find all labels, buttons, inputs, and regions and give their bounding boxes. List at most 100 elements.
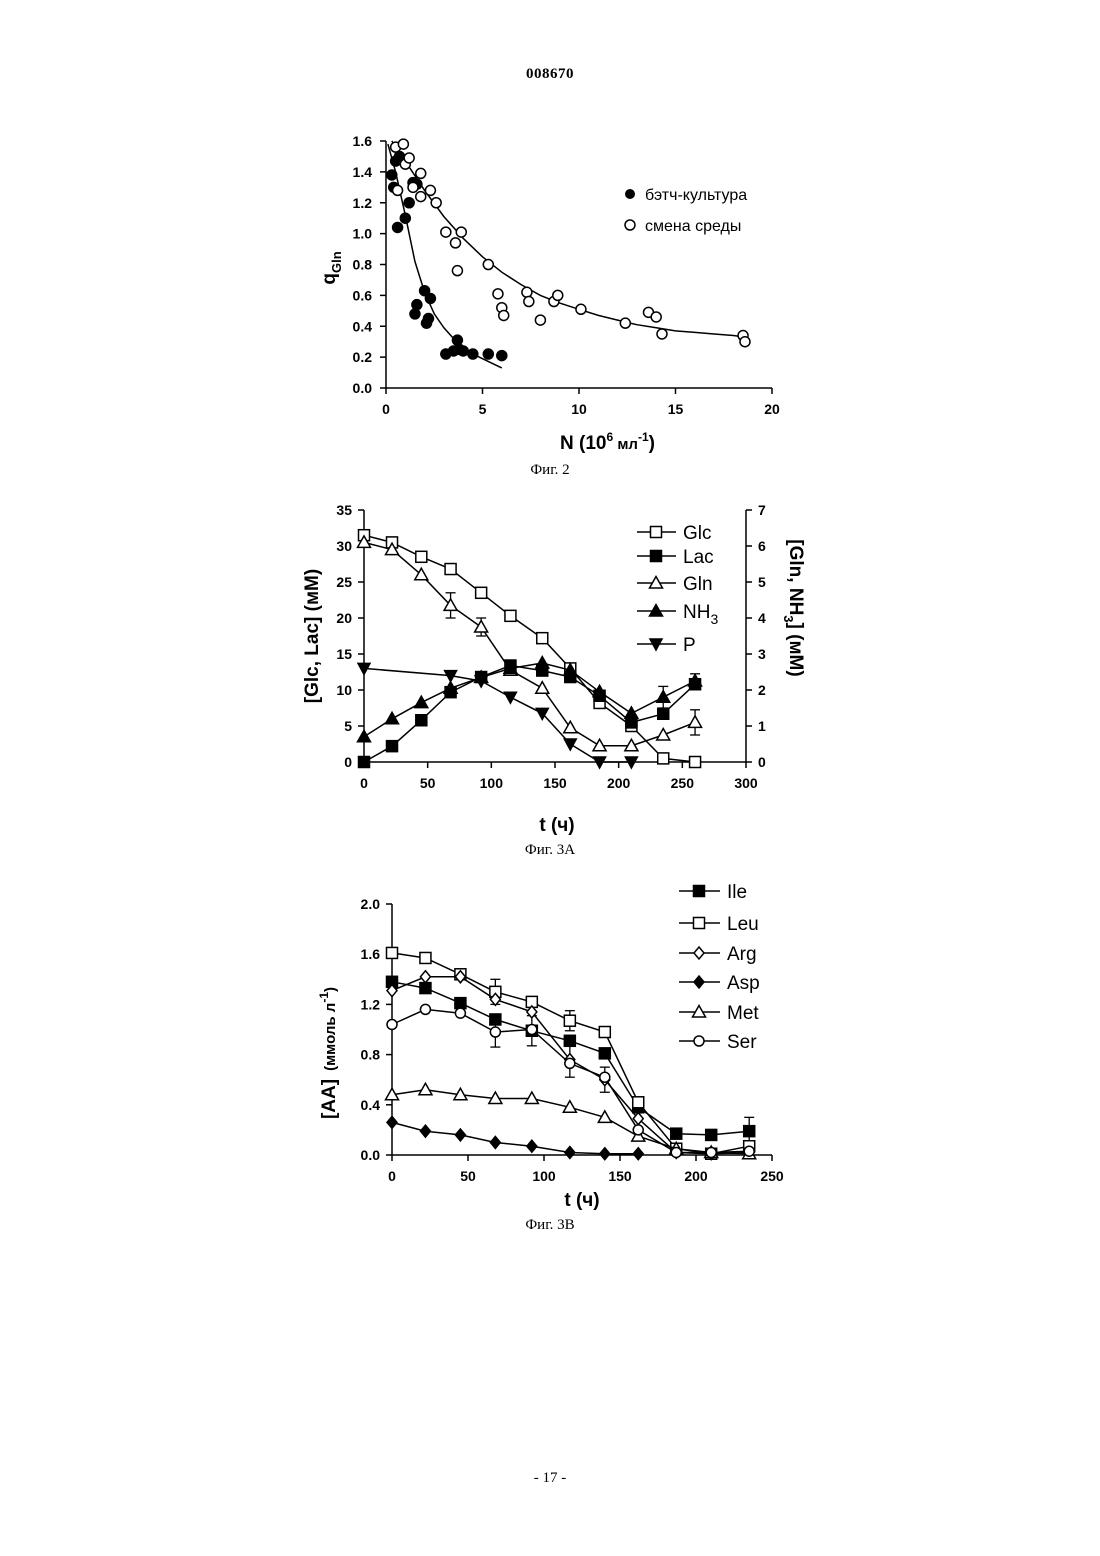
- fig2-point-1: [452, 266, 462, 276]
- fig2-x-tick-label: 5: [479, 401, 487, 417]
- fig3a-point-lac: [359, 757, 370, 768]
- fig2-point-0: [468, 349, 478, 359]
- fig3b-legend-arg: Arg: [727, 944, 757, 965]
- fig3a-line-p: [364, 668, 631, 762]
- fig3b-point-ile: [744, 1126, 755, 1137]
- fig3b-legend-marker-arg: [694, 947, 704, 959]
- fig3b-y-tick-label: 0.4: [361, 1097, 381, 1113]
- fig3a-point-nh3: [536, 657, 549, 669]
- fig3a-point-nh3: [386, 712, 399, 724]
- fig3a-point-lac: [658, 708, 669, 719]
- fig3b-y-tick-label: 0.8: [361, 1047, 381, 1063]
- fig2-y-tick-label: 0.0: [353, 380, 373, 396]
- fig3b-legend-marker-ser: [694, 1036, 704, 1046]
- fig3b-legend-marker-ile: [694, 886, 705, 897]
- fig3b-point-ile: [706, 1129, 717, 1140]
- fig2-point-1: [553, 290, 563, 300]
- fig3a-y-tick-label-left: 35: [336, 502, 352, 518]
- fig3a-x-tick-label: 250: [671, 775, 695, 791]
- fig3a-y-tick-label-left: 20: [336, 610, 352, 626]
- fig3a-ticks: 0501001502002503000510152025303501234567: [336, 502, 766, 791]
- fig3a-y-tick-label-left: 5: [344, 718, 352, 734]
- fig3a-legend: Glc Lac Gln NH3 P: [637, 523, 718, 656]
- fig3b-point-ser: [455, 1008, 465, 1018]
- fig2-point-0: [404, 198, 414, 208]
- fig2-point-1: [398, 139, 408, 149]
- fig2-point-1: [524, 297, 534, 307]
- fig3a-point-p: [564, 739, 576, 750]
- fig2-point-1: [483, 260, 493, 270]
- fig3b-point-asp: [633, 1148, 643, 1160]
- fig3a-x-tick-label: 200: [607, 775, 631, 791]
- fig3b-legend-marker-asp: [694, 976, 704, 988]
- fig2-point-1: [493, 289, 503, 299]
- fig3a-point-nh3: [657, 691, 670, 703]
- fig2-x-tick-label: 15: [668, 401, 684, 417]
- fig3a-point-glc: [445, 564, 456, 575]
- fig3b-point-leu: [420, 952, 431, 963]
- fig2-x-tick-label: 10: [571, 401, 587, 417]
- fig2-point-0: [400, 213, 410, 223]
- fig3b-point-leu: [564, 1015, 575, 1026]
- fig2-legend-marker-medium: [625, 220, 635, 230]
- fig3a-y-tick-label-right: 2: [758, 682, 766, 698]
- fig2-fit-line-1: [392, 141, 745, 337]
- fig2-legend-batch: бэтч-культура: [645, 187, 747, 204]
- fig2-point-0: [412, 300, 422, 310]
- fig3a-y-tick-label-left: 25: [336, 574, 352, 590]
- fig2-y-label: qGln: [319, 251, 344, 284]
- fig3b-point-ser: [490, 1027, 500, 1037]
- fig2-point-1: [657, 329, 667, 339]
- fig2-point-0: [387, 170, 397, 180]
- fig3b-point-ser: [671, 1147, 681, 1157]
- fig3a-line-lac: [364, 666, 695, 763]
- fig3a-x-label: t (ч): [539, 815, 574, 836]
- fig2-legend-marker-batch: [625, 189, 635, 199]
- fig2-point-1: [522, 287, 532, 297]
- fig2-y-tick-label: 1.4: [353, 164, 373, 180]
- fig3b-point-ser: [387, 1019, 397, 1029]
- fig3a-y-label-right: [Gln, NH3] (мМ): [781, 539, 806, 676]
- fig2-point-1: [651, 312, 661, 322]
- fig3b-y-tick-label: 2.0: [361, 896, 381, 912]
- fig3a-point-gln: [564, 721, 577, 733]
- fig2-legend: бэтч-культура смена среды: [625, 187, 747, 235]
- fig2-chart: 051015200.00.20.40.60.81.01.21.41.6 qGln…: [0, 120, 1100, 465]
- fig2-legend-medium: смена среды: [645, 218, 741, 235]
- fig3a-legend-gln: Gln: [683, 574, 713, 595]
- fig2-caption: Фиг. 2: [0, 462, 1100, 479]
- fig3b-point-asp: [490, 1136, 500, 1148]
- page-header-number: 008670: [0, 66, 1100, 83]
- fig3a-point-glc: [505, 610, 516, 621]
- fig3b-legend-ser: Ser: [727, 1032, 757, 1053]
- fig3a-y-tick-label-left: 0: [344, 754, 352, 770]
- fig3b-legend-asp: Asp: [727, 973, 760, 994]
- fig3b-point-ser: [744, 1146, 754, 1156]
- fig2-x-tick-label: 0: [382, 401, 390, 417]
- fig3b-chart: 0501001502002500.00.40.81.21.62.0 [AA](м…: [0, 872, 1100, 1217]
- fig3b-y-label: [AA](ммоль л-1): [317, 987, 340, 1119]
- fig2-y-tick-label: 1.6: [353, 133, 373, 149]
- fig3b-point-ile: [564, 1035, 575, 1046]
- fig2-point-1: [620, 318, 630, 328]
- fig2-point-1: [441, 227, 451, 237]
- fig3b-point-ile: [455, 998, 466, 1009]
- fig3a-chart: 0501001502002503000510152025303501234567…: [0, 495, 1100, 840]
- fig3a-x-tick-label: 0: [360, 775, 368, 791]
- fig3a-x-tick-label: 50: [420, 775, 436, 791]
- fig3b-x-tick-label: 150: [608, 1168, 632, 1184]
- fig3a-point-gln: [536, 682, 549, 694]
- fig3a-legend-marker-glc: [651, 527, 662, 538]
- fig3b-point-ser: [600, 1072, 610, 1082]
- fig3a-x-tick-label: 150: [543, 775, 567, 791]
- fig2-point-1: [456, 227, 466, 237]
- fig3a-caption: Фиг. 3А: [0, 842, 1100, 859]
- fig3b-x-tick-label: 0: [388, 1168, 396, 1184]
- fig3b-point-asp: [565, 1146, 575, 1158]
- fig3b-point-leu: [633, 1097, 644, 1108]
- fig3a-x-tick-label: 300: [734, 775, 758, 791]
- fig3b-point-arg: [420, 971, 430, 983]
- fig3b-point-met: [419, 1083, 432, 1095]
- fig3b-y-tick-label: 0.0: [361, 1147, 381, 1163]
- fig2-point-1: [450, 238, 460, 248]
